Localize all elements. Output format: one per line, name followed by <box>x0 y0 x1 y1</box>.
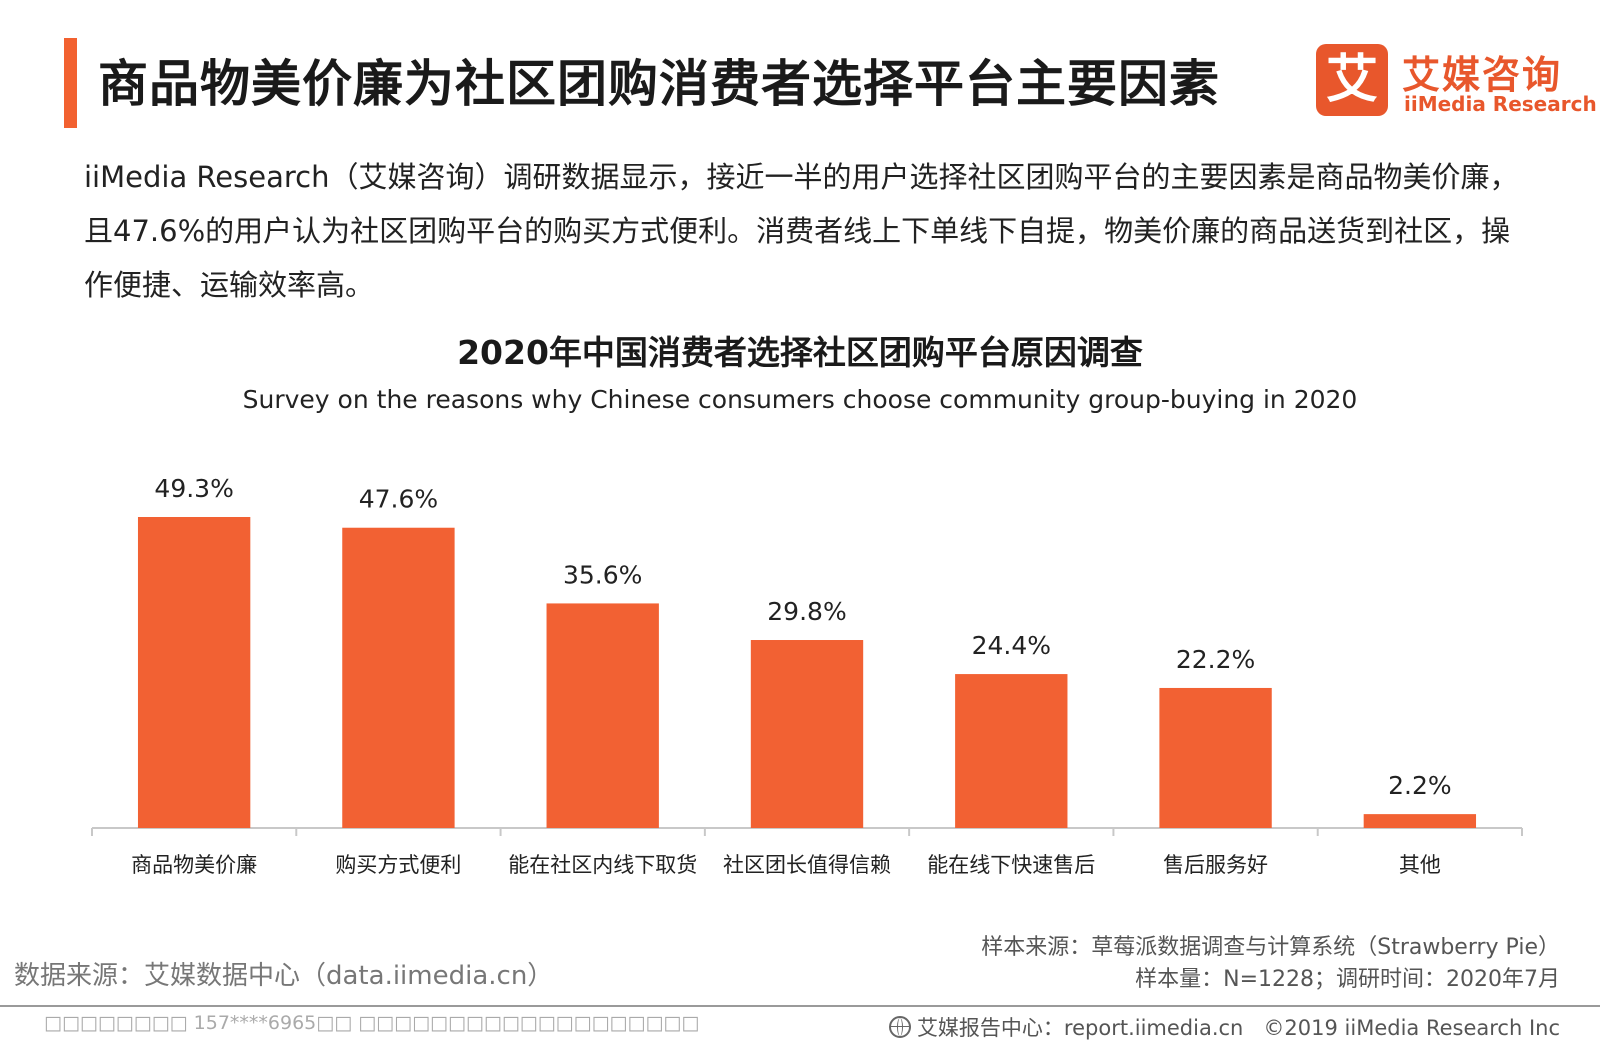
category-label: 能在社区内线下取货 <box>508 853 697 877</box>
bar <box>750 640 864 828</box>
bar-value-label: 24.4% <box>972 631 1051 660</box>
chart-subtitle: Survey on the reasons why Chinese consum… <box>242 385 1358 414</box>
logo-chinese-name: 艾媒咨询 <box>1402 53 1563 97</box>
bar <box>1159 687 1272 828</box>
category-label: 购买方式便利 <box>335 853 461 877</box>
footer-watermark-text: □□□□□□□□ 157****6965□□ □□□□□□□□□□□□□□□□□… <box>44 1012 700 1034</box>
bar-value-label: 35.6% <box>563 560 642 589</box>
logo-mark-icon: 艾 <box>1316 44 1388 116</box>
bar-value-label: 29.8% <box>767 597 846 626</box>
bar <box>1363 814 1477 828</box>
copyright: ©2019 iiMedia Research Inc <box>1263 1016 1560 1040</box>
brand-logo: 艾 艾媒咨询 iiMedia Research <box>1316 44 1597 120</box>
category-label: 社区团长值得信赖 <box>723 853 891 877</box>
page-title: 商品物美价廉为社区团购消费者选择平台主要因素 <box>98 55 1220 113</box>
bar <box>546 603 659 828</box>
category-label: 其他 <box>1399 853 1441 877</box>
intro-paragraph: iiMedia Research（艾媒咨询）调研数据显示，接近一半的用户选择社区… <box>84 160 1519 302</box>
data-source: 数据来源：艾媒数据中心（data.iimedia.cn） <box>14 961 554 991</box>
footer-credits: 艾媒报告中心：report.iimedia.cn ©2019 iiMedia R… <box>888 1012 1560 1042</box>
sample-source: 样本来源：草莓派数据调查与计算系统（Strawberry Pie） <box>981 935 1560 960</box>
bar <box>137 517 251 828</box>
globe-icon <box>888 1016 911 1038</box>
category-label: 能在线下快速售后 <box>927 853 1095 877</box>
bar-value-label: 47.6% <box>359 485 438 514</box>
chart-title: 2020年中国消费者选择社区团购平台原因调查 <box>457 333 1143 372</box>
title-accent-bar <box>64 38 77 128</box>
footer-divider <box>0 1005 1600 1007</box>
bar <box>342 527 455 828</box>
report-site[interactable]: 艾媒报告中心：report.iimedia.cn <box>916 1016 1244 1040</box>
sample-info: 样本量：N=1228；调研时间：2020年7月 <box>1135 967 1560 992</box>
bar-value-label: 49.3% <box>154 474 233 503</box>
category-label: 售后服务好 <box>1163 853 1268 877</box>
logo-english-name: iiMedia Research <box>1404 92 1597 116</box>
bar <box>955 674 1068 828</box>
category-label: 商品物美价廉 <box>131 853 257 877</box>
bar-value-label: 22.2% <box>1176 645 1255 674</box>
bar-value-label: 2.2% <box>1388 771 1452 800</box>
